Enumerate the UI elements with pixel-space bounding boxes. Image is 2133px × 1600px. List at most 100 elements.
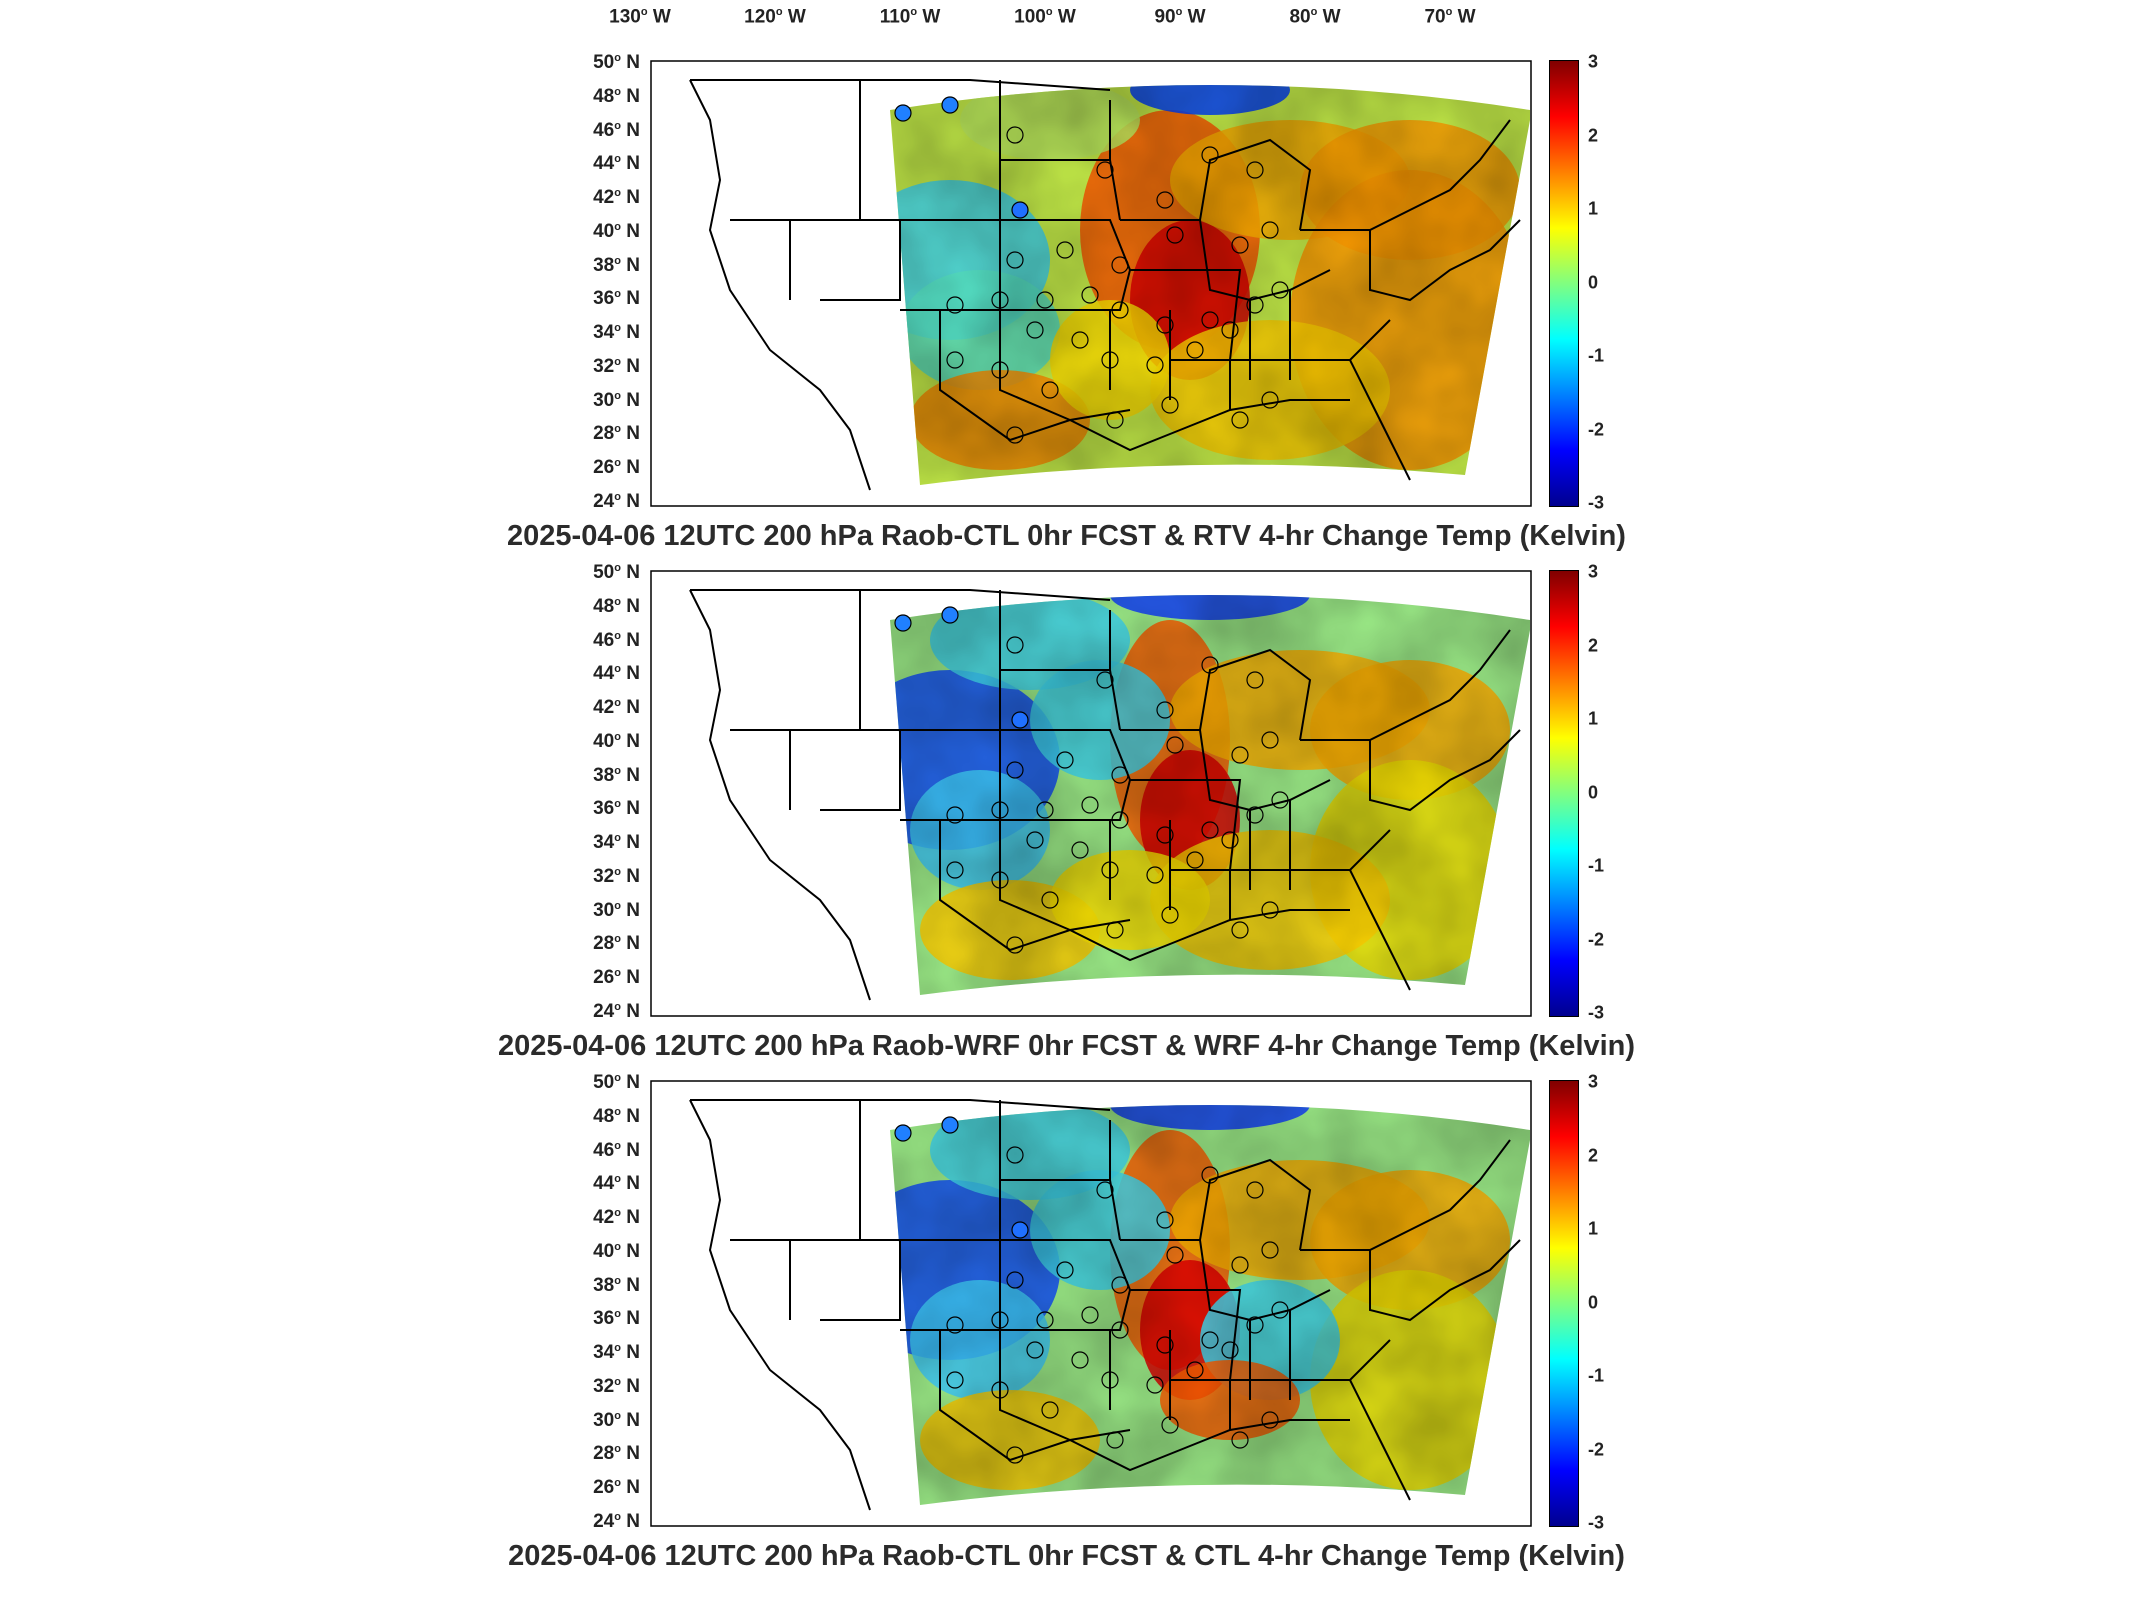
raob-station-marker — [1101, 861, 1119, 879]
colorbar-tick-label: -2 — [1588, 419, 1605, 439]
raob-station-marker — [1201, 821, 1219, 839]
raob-station-marker — [1026, 1341, 1044, 1359]
latitude-tick-label: 46o N — [593, 629, 640, 651]
map-frame — [650, 570, 1532, 1017]
raob-station-marker — [1041, 891, 1059, 909]
colorbar-tick-label: 3 — [1588, 51, 1599, 72]
temperature-map — [650, 60, 1532, 507]
raob-station-marker — [1111, 811, 1129, 829]
raob-station-marker — [946, 806, 964, 824]
raob-station-marker — [1271, 1301, 1289, 1319]
raob-station-marker — [1166, 1246, 1184, 1264]
colorbar-tick-label: -2 — [1588, 929, 1605, 949]
temperature-map — [650, 1080, 1532, 1527]
colorbar-tick-label: 1 — [1588, 1218, 1599, 1239]
temperature-map — [650, 570, 1532, 1017]
temperature-field — [890, 1105, 1530, 1505]
raob-station-marker — [1071, 331, 1089, 349]
colorbar-tick-label: -2 — [1588, 1439, 1605, 1459]
raob-station-marker — [1186, 851, 1204, 869]
longitude-tick-label: 70o W — [1424, 6, 1476, 28]
raob-station-marker — [1156, 316, 1174, 334]
latitude-tick-label: 32o N — [593, 1375, 640, 1398]
raob-station-marker — [1201, 1166, 1219, 1184]
colorbar-tick-label: -1 — [1588, 855, 1605, 876]
raob-station-marker — [1006, 936, 1024, 954]
temperature-field — [890, 595, 1530, 995]
colorbar-tick-label: -3 — [1588, 492, 1605, 513]
colorbar-tick-label: 2 — [1588, 1145, 1599, 1165]
panel-title: 2025-04-06 12UTC 200 hPa Raob-WRF 0hr FC… — [497, 1030, 1636, 1062]
raob-station-marker — [1201, 146, 1219, 164]
raob-station-marker — [1111, 1321, 1129, 1339]
raob-station-marker — [1166, 226, 1184, 244]
latitude-tick-label: 36o N — [593, 798, 640, 820]
raob-station-marker — [1096, 161, 1114, 179]
latitude-tick-label: 40o N — [593, 1240, 640, 1263]
raob-station-marker — [1166, 736, 1184, 754]
raob-station-marker — [1106, 921, 1124, 939]
raob-station-marker — [941, 1116, 959, 1134]
raob-station-marker — [1036, 801, 1054, 819]
raob-station-marker — [1111, 301, 1129, 319]
latitude-tick-label: 44o N — [593, 1173, 640, 1195]
latitude-tick-label: 48o N — [593, 85, 640, 107]
raob-station-marker — [946, 296, 964, 314]
latitude-tick-label: 24o N — [593, 490, 640, 513]
raob-station-marker — [1036, 1311, 1054, 1329]
raob-station-marker — [1106, 1431, 1124, 1449]
raob-station-marker — [1221, 1341, 1239, 1359]
raob-station-marker — [991, 801, 1009, 819]
raob-stations — [894, 606, 1289, 954]
raob-station-marker — [1156, 701, 1174, 719]
raob-station-marker — [1111, 1276, 1129, 1294]
state-boundaries — [689, 1099, 1521, 1511]
latitude-tick-label: 34o N — [593, 1341, 640, 1364]
raob-station-marker — [1106, 411, 1124, 429]
raob-station-marker — [991, 1381, 1009, 1399]
raob-station-marker — [1006, 1271, 1024, 1289]
latitude-tick-label: 24o N — [593, 1510, 640, 1533]
raob-station-marker — [1201, 656, 1219, 674]
raob-station-marker — [1231, 746, 1249, 764]
raob-station-marker — [1056, 241, 1074, 259]
raob-station-marker — [1101, 351, 1119, 369]
latitude-tick-label: 32o N — [593, 865, 640, 888]
latitude-tick-label: 48o N — [593, 1105, 640, 1127]
latitude-tick-label: 28o N — [593, 933, 640, 955]
raob-station-marker — [1006, 426, 1024, 444]
state-boundaries — [689, 589, 1521, 1001]
raob-station-marker — [946, 1316, 964, 1334]
raob-station-marker — [1026, 321, 1044, 339]
longitude-axis: 130o W 120o W 110o W 100o W 90o W 80o W 70o W — [0, 0, 2133, 50]
latitude-tick-label: 42o N — [593, 696, 640, 719]
raob-stations — [894, 96, 1289, 444]
raob-station-marker — [1231, 1431, 1249, 1449]
longitude-tick-label: 100o W — [1014, 6, 1076, 28]
raob-station-marker — [1261, 1241, 1279, 1259]
longitude-tick-label: 110o W — [879, 6, 941, 28]
raob-station-marker — [941, 96, 959, 114]
latitude-tick-label: 34o N — [593, 321, 640, 344]
raob-station-marker — [1156, 826, 1174, 844]
raob-station-marker — [1026, 831, 1044, 849]
latitude-tick-label: 26o N — [593, 967, 640, 989]
colorbar-tick-label: -3 — [1588, 1512, 1605, 1533]
latitude-tick-label: 28o N — [593, 1443, 640, 1465]
raob-station-marker — [1221, 831, 1239, 849]
latitude-tick-label: 30o N — [593, 389, 640, 411]
raob-station-marker — [1071, 841, 1089, 859]
raob-station-marker — [991, 1311, 1009, 1329]
raob-station-marker — [1161, 906, 1179, 924]
raob-station-marker — [1111, 766, 1129, 784]
map-panel-1: 2025-04-06 12UTC 200 hPa Raob-CTL 0hr FC… — [0, 52, 2133, 570]
latitude-tick-label: 36o N — [593, 288, 640, 310]
map-frame — [650, 60, 1532, 507]
latitude-tick-label: 36o N — [593, 1308, 640, 1330]
colorbar-tick-label: -1 — [1588, 345, 1605, 366]
raob-station-marker — [991, 291, 1009, 309]
longitude-tick-label: 120o W — [744, 6, 806, 28]
raob-station-marker — [1261, 901, 1279, 919]
raob-station-marker — [991, 361, 1009, 379]
latitude-tick-label: 44o N — [593, 153, 640, 175]
